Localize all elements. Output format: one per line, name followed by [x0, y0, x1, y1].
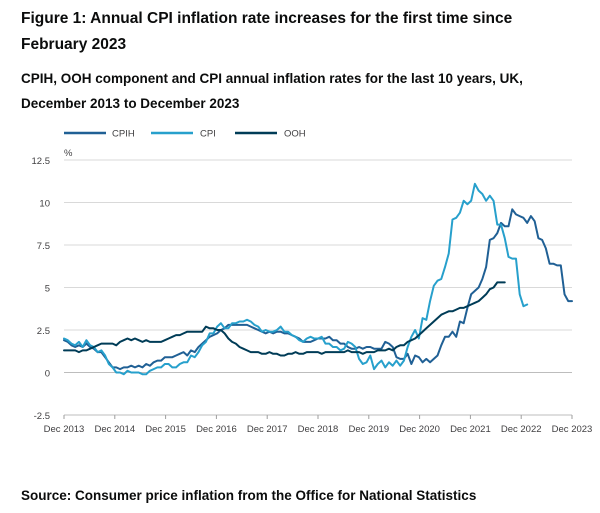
- x-tick-label: Dec 2022: [501, 424, 542, 435]
- series-line-cpih: [63, 208, 573, 371]
- chart-legend: CPIH CPI OOH: [64, 129, 306, 140]
- y-axis-unit: %: [64, 148, 73, 159]
- y-tick-label: 2.5: [37, 326, 50, 337]
- y-tick-label: 7.5: [37, 241, 50, 252]
- x-tick-label: Dec 2016: [196, 424, 237, 435]
- y-tick-label: 5: [45, 284, 50, 295]
- x-tick-label: Dec 2019: [348, 424, 389, 435]
- x-axis: Dec 2013 Dec 2014 Dec 2015 Dec 2016 Dec 2017…: [44, 414, 593, 435]
- figure-title: Figure 1: Annual CPI inflation rate incr…: [21, 10, 513, 53]
- x-tick-label: Dec 2017: [247, 424, 288, 435]
- x-tick-label: Dec 2013: [44, 424, 85, 435]
- legend-label-cpi: CPI: [200, 129, 216, 140]
- figure-subtitle: CPIH, OOH component and CPI annual infla…: [21, 71, 523, 111]
- x-tick-label: Dec 2018: [298, 424, 339, 435]
- x-tick-label: Dec 2014: [94, 424, 135, 435]
- legend-label-cpih: CPIH: [112, 129, 135, 140]
- legend-label-ooh: OOH: [284, 129, 306, 140]
- x-tick-label: Dec 2020: [399, 424, 440, 435]
- chart-gridlines: [64, 159, 572, 416]
- series-line-ooh: [63, 281, 506, 357]
- y-tick-label: 0: [45, 369, 50, 380]
- x-tick-label: Dec 2023: [552, 424, 593, 435]
- series-line-cpi: [63, 182, 529, 376]
- y-axis: 12.5 10 7.5 5 2.5 0 -2.5%: [32, 148, 74, 422]
- chart-series: [63, 182, 573, 376]
- source-note: Source: Consumer price inflation from th…: [21, 488, 477, 503]
- y-tick-label: -2.5: [34, 411, 50, 422]
- x-tick-label: Dec 2021: [450, 424, 491, 435]
- x-tick-label: Dec 2015: [145, 424, 186, 435]
- y-tick-label: 12.5: [32, 156, 51, 167]
- y-tick-label: 10: [39, 199, 50, 210]
